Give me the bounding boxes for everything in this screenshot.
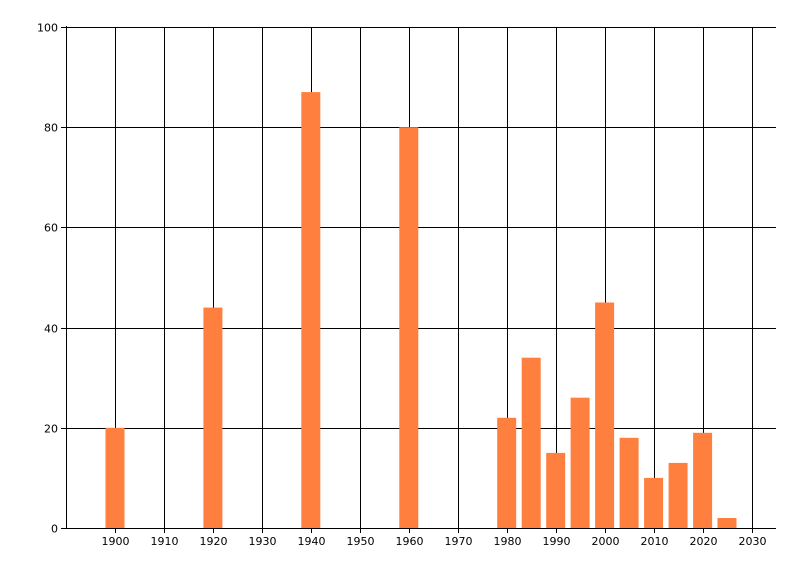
- x-tick-label: 1900: [102, 535, 130, 548]
- bar: [717, 518, 737, 528]
- x-tick-label: 2020: [690, 535, 718, 548]
- x-tick-label: 1930: [249, 535, 277, 548]
- bar: [595, 302, 615, 528]
- x-tick-label: 2030: [739, 535, 767, 548]
- bar: [644, 477, 664, 528]
- bars: [105, 92, 737, 528]
- y-tick-label: 40: [44, 323, 58, 336]
- bar: [619, 437, 639, 528]
- x-tick-label: 2000: [592, 535, 620, 548]
- bar: [570, 397, 590, 528]
- x-tick-label: 1960: [396, 535, 424, 548]
- bar: [301, 92, 321, 528]
- bar: [105, 427, 125, 528]
- y-tick-label: 0: [51, 523, 58, 536]
- bar: [668, 462, 688, 528]
- x-tick-label: 1910: [151, 535, 179, 548]
- tick-labels: 0 20 40 60 80 100 1900 1910 1920 1930 1940 1950 1960…: [37, 22, 767, 549]
- bar: [693, 432, 713, 528]
- y-tick-label: 60: [44, 222, 58, 235]
- bar: [497, 417, 517, 528]
- x-tick-label: 1970: [445, 535, 473, 548]
- x-tick-label: 1990: [543, 535, 571, 548]
- bar: [546, 452, 566, 528]
- x-tick-label: 1980: [494, 535, 522, 548]
- grid: [66, 27, 776, 528]
- axes: [61, 26, 776, 533]
- x-tick-label: 1950: [347, 535, 375, 548]
- bar: [399, 127, 419, 528]
- bar: [203, 307, 223, 528]
- y-tick-label: 80: [44, 122, 58, 135]
- y-tick-label: 20: [44, 423, 58, 436]
- x-tick-label: 1920: [200, 535, 228, 548]
- x-tick-label: 1940: [298, 535, 326, 548]
- x-tick-label: 2010: [641, 535, 669, 548]
- bar: [521, 357, 541, 528]
- y-tick-label: 100: [37, 22, 58, 35]
